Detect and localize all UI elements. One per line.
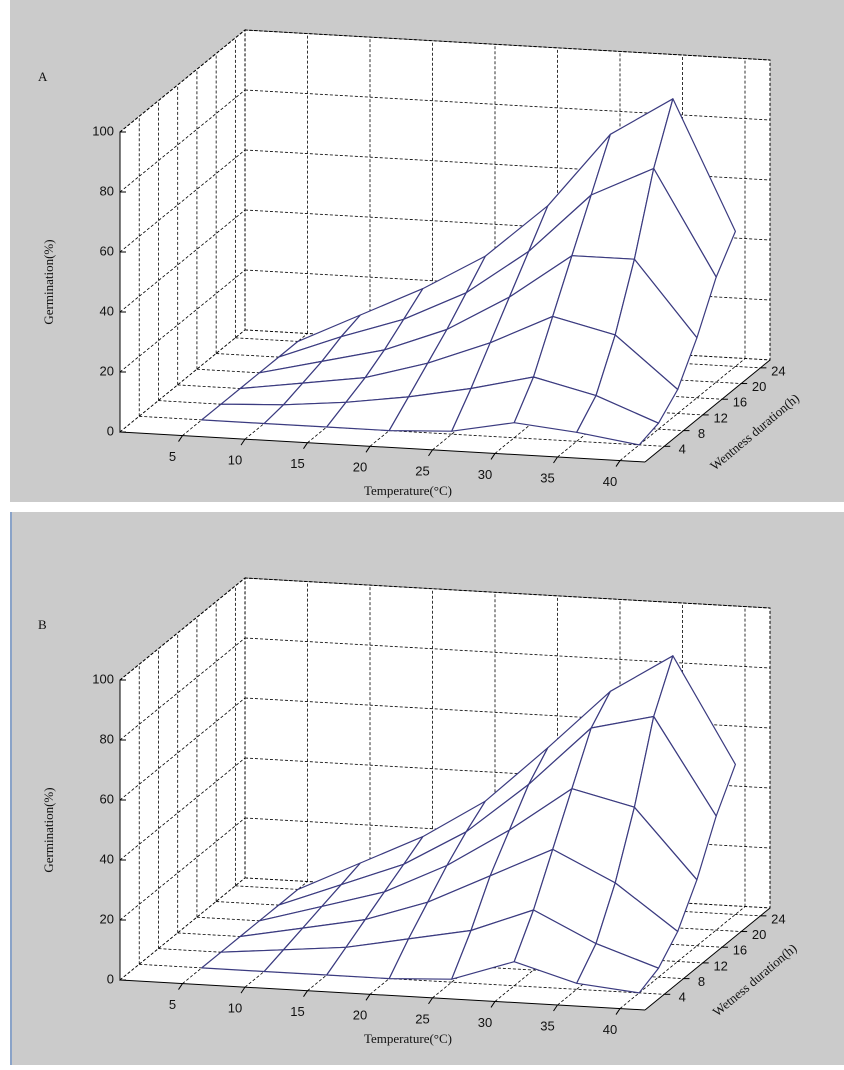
z-tick-label: 80 bbox=[100, 183, 114, 198]
grid-line bbox=[119, 89, 246, 193]
surface-patch bbox=[576, 395, 660, 446]
y-tick-label: 24 bbox=[771, 911, 785, 926]
y-tick-label: 12 bbox=[713, 958, 727, 973]
grid-line bbox=[119, 817, 246, 921]
grid-line bbox=[244, 29, 771, 61]
x-tick-label: 25 bbox=[415, 463, 429, 478]
x-tick-label: 25 bbox=[415, 1011, 429, 1026]
z-tick-label: 20 bbox=[100, 363, 114, 378]
x-tick bbox=[428, 997, 433, 1005]
x-tick bbox=[303, 990, 308, 997]
z-tick-label: 0 bbox=[107, 971, 114, 986]
y-tick-label: 12 bbox=[713, 410, 727, 425]
x-tick bbox=[615, 460, 621, 467]
x-axis-title: Temperature(°C) bbox=[364, 483, 452, 498]
x-tick-label: 20 bbox=[353, 1008, 367, 1023]
grid-line bbox=[119, 877, 246, 981]
grid-line bbox=[119, 149, 246, 253]
y-tick-label: 8 bbox=[698, 426, 705, 441]
grid-line bbox=[244, 637, 771, 669]
grid-line bbox=[244, 89, 771, 121]
z-tick-label: 60 bbox=[100, 243, 114, 258]
y-tick-label: 20 bbox=[752, 379, 766, 394]
x-tick bbox=[428, 449, 433, 457]
grid-line bbox=[119, 577, 246, 681]
grid-line bbox=[119, 637, 246, 741]
x-tick bbox=[490, 1001, 496, 1008]
z-axis-title: Germination(%) bbox=[41, 787, 56, 872]
z-tick-label: 40 bbox=[100, 303, 114, 318]
x-tick-label: 35 bbox=[540, 470, 554, 485]
y-tick-label: 16 bbox=[733, 395, 747, 410]
grid-line bbox=[119, 209, 246, 313]
z-tick-label: 0 bbox=[107, 423, 114, 438]
x-tick-label: 30 bbox=[478, 467, 492, 482]
z-tick-label: 40 bbox=[100, 851, 114, 866]
x-tick bbox=[303, 442, 308, 449]
x-tick-label: 40 bbox=[603, 474, 617, 489]
x-tick-label: 10 bbox=[228, 453, 242, 468]
x-tick bbox=[553, 1004, 558, 1012]
grid-line bbox=[119, 269, 246, 373]
x-tick-label: 15 bbox=[290, 1004, 304, 1019]
y-tick-label: 4 bbox=[679, 442, 686, 457]
z-tick-label: 100 bbox=[92, 671, 114, 686]
grid-line bbox=[244, 577, 771, 609]
grid-line bbox=[244, 757, 771, 789]
axis-line bbox=[644, 359, 771, 463]
y-tick-label: 20 bbox=[752, 927, 766, 942]
x-tick bbox=[178, 435, 183, 442]
x-tick bbox=[553, 456, 558, 464]
x-tick bbox=[178, 983, 183, 990]
grid-line bbox=[244, 209, 771, 241]
grid-line bbox=[119, 697, 246, 801]
x-tick-label: 20 bbox=[353, 460, 367, 475]
x-tick-label: 30 bbox=[478, 1015, 492, 1030]
y-tick-label: 4 bbox=[679, 990, 686, 1005]
z-axis-title: Germination(%) bbox=[41, 239, 56, 324]
x-axis-title: Temperature(°C) bbox=[364, 1031, 452, 1046]
x-tick bbox=[365, 994, 371, 1001]
axis-line bbox=[644, 907, 771, 1011]
y-tick-label: 16 bbox=[733, 943, 747, 958]
grid-line bbox=[119, 329, 246, 433]
x-tick bbox=[490, 453, 496, 460]
x-tick-label: 10 bbox=[228, 1001, 242, 1016]
x-tick bbox=[240, 986, 246, 994]
grid-line bbox=[244, 697, 771, 729]
x-tick-label: 5 bbox=[169, 997, 176, 1012]
x-tick-label: 35 bbox=[540, 1018, 554, 1033]
x-tick-label: 5 bbox=[169, 449, 176, 464]
surface-patch bbox=[576, 942, 660, 994]
x-tick bbox=[615, 1008, 621, 1015]
grid-line bbox=[119, 757, 246, 861]
grid-line bbox=[119, 29, 246, 133]
z-tick-label: 100 bbox=[92, 123, 114, 138]
x-tick-label: 15 bbox=[290, 456, 304, 471]
panel-label: A bbox=[38, 69, 48, 84]
x-tick bbox=[240, 438, 246, 446]
panel-label: B bbox=[38, 617, 47, 632]
z-tick-label: 60 bbox=[100, 791, 114, 806]
y-tick-label: 24 bbox=[771, 363, 785, 378]
x-tick-label: 40 bbox=[603, 1022, 617, 1037]
z-tick-label: 80 bbox=[100, 731, 114, 746]
grid-line bbox=[244, 149, 771, 181]
z-tick-label: 20 bbox=[100, 911, 114, 926]
y-tick-label: 8 bbox=[698, 974, 705, 989]
x-tick bbox=[365, 446, 371, 453]
